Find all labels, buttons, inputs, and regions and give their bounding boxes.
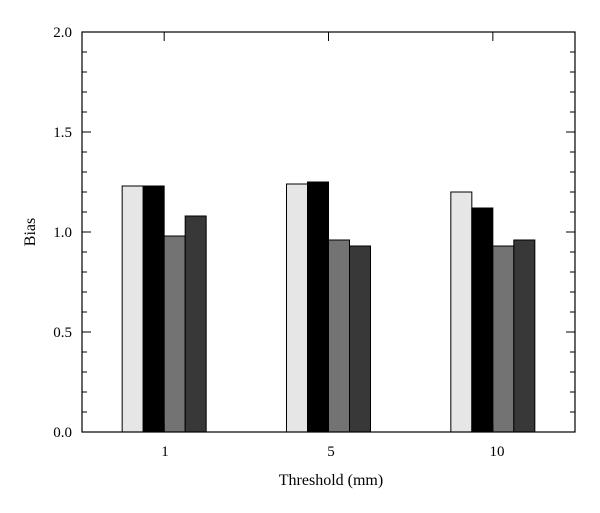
bar-1-series-1 xyxy=(121,185,144,433)
x-axis-label: Threshold (mm) xyxy=(279,472,383,489)
y-tick-label-1: 0.5 xyxy=(53,325,72,341)
plot-frame xyxy=(81,31,576,433)
bar-5-series-1 xyxy=(286,183,308,433)
bars-group xyxy=(121,181,536,433)
bar-10-series-2 xyxy=(471,207,494,433)
x-tick-label-0: 1 xyxy=(161,444,169,460)
y-axis-label: Bias xyxy=(22,218,39,246)
y-tick-label-4: 2.0 xyxy=(53,25,72,41)
ticks-group xyxy=(82,31,575,433)
bar-10-series-4 xyxy=(513,239,536,433)
bar-10-series-1 xyxy=(450,191,473,433)
bar-10-series-3 xyxy=(492,245,515,433)
bar-5-series-3 xyxy=(328,239,350,433)
bar-1-series-4 xyxy=(184,215,207,433)
bar-1-series-2 xyxy=(142,185,165,433)
bar-5-series-4 xyxy=(349,245,371,433)
bar-5-series-2 xyxy=(307,181,329,433)
y-tick-label-2: 1.0 xyxy=(53,225,72,241)
bar-1-series-3 xyxy=(163,235,186,433)
y-tick-label-3: 1.5 xyxy=(53,125,72,141)
y-tick-label-0: 0.0 xyxy=(53,425,72,441)
x-tick-label-2: 10 xyxy=(490,444,505,460)
x-tick-label-1: 5 xyxy=(327,444,335,460)
